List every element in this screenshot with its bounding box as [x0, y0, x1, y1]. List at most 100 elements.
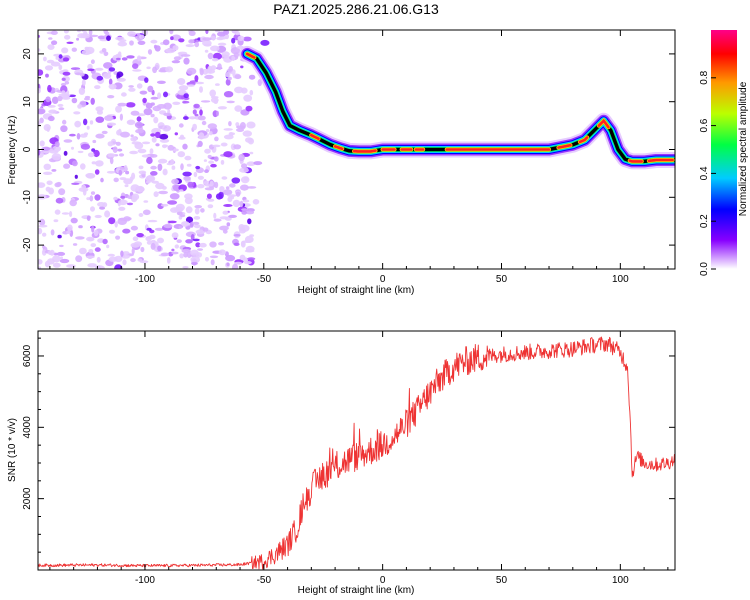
- noise-blob: [62, 57, 70, 62]
- noise-blob: [155, 143, 160, 147]
- noise-blob: [190, 234, 195, 241]
- colorbar-tick-label: 0.6: [699, 118, 710, 132]
- noise-blob: [47, 44, 55, 50]
- noise-blob: [106, 35, 111, 41]
- noise-blob: [38, 149, 41, 156]
- noise-blob: [81, 49, 92, 56]
- noise-blob: [88, 237, 94, 241]
- noise-blob: [76, 133, 81, 140]
- noise-blob: [193, 171, 198, 178]
- noise-blob: [96, 256, 101, 263]
- noise-blob: [39, 140, 45, 147]
- noise-blob: [205, 30, 209, 34]
- noise-blob: [247, 257, 256, 261]
- snr-panel: -100 -50 0 50 100 2000 4000 6000 Height of str…: [7, 330, 676, 596]
- noise-blob: [227, 194, 237, 198]
- noise-blob: [122, 228, 131, 234]
- noise-blob: [242, 199, 250, 203]
- noise-blob: [130, 136, 137, 142]
- noise-blob: [91, 225, 95, 233]
- noise-blob: [119, 113, 123, 121]
- noise-blob: [171, 60, 181, 64]
- noise-blob: [231, 30, 239, 33]
- noise-blob: [231, 37, 236, 44]
- noise-blob: [188, 39, 195, 44]
- noise-blob: [51, 40, 58, 45]
- noise-blob: [157, 237, 164, 244]
- noise-blob: [240, 184, 249, 191]
- noise-blob: [128, 87, 136, 92]
- noise-blob: [62, 71, 71, 76]
- noise-blob: [178, 85, 189, 91]
- noise-blob: [193, 224, 201, 229]
- noise-blob: [136, 55, 142, 62]
- noise-blob: [70, 217, 78, 224]
- noise-blob: [77, 150, 84, 154]
- colorbar-ticks: 0.0 0.2 0.4 0.6 0.8: [699, 70, 716, 276]
- noise-blob: [45, 186, 51, 192]
- noise-blob: [50, 229, 55, 236]
- noise-blob: [115, 105, 122, 113]
- noise-blob: [80, 163, 86, 170]
- noise-blob: [150, 171, 158, 176]
- colorbar-gradient: [711, 30, 737, 269]
- noise-blob: [118, 39, 127, 43]
- noise-blob: [150, 113, 155, 118]
- noise-blob: [203, 159, 207, 162]
- noise-blob: [156, 80, 166, 85]
- noise-blob: [136, 185, 145, 193]
- noise-blob: [88, 30, 93, 36]
- noise-blob: [38, 108, 46, 115]
- noise-blob: [63, 139, 73, 143]
- noise-blob: [39, 117, 44, 124]
- noise-blob: [80, 143, 91, 150]
- noise-blob: [181, 221, 190, 227]
- noise-blob: [225, 186, 230, 190]
- noise-blob: [241, 163, 248, 169]
- noise-blob: [208, 131, 213, 136]
- noise-blob: [52, 145, 61, 152]
- noise-blob: [246, 161, 256, 166]
- noise-blob: [195, 229, 206, 235]
- noise-blob: [60, 82, 67, 87]
- noise-blob: [118, 206, 126, 211]
- noise-blob: [86, 197, 91, 201]
- noise-blob: [183, 93, 189, 99]
- noise-blob: [86, 125, 90, 130]
- noise-blob: [197, 175, 204, 180]
- noise-blob: [201, 120, 207, 126]
- noise-blob: [71, 146, 74, 150]
- noise-blob: [207, 52, 214, 60]
- noise-blob: [152, 66, 158, 74]
- ridge-hot-core: [597, 118, 610, 129]
- noise-blob: [247, 186, 257, 189]
- colorbar-label: Normalized spectral amplitude: [738, 81, 749, 216]
- noise-blob: [163, 223, 173, 229]
- noise-blob: [87, 68, 95, 72]
- noise-blob: [207, 123, 217, 130]
- snr-y-tick-label: 2000: [22, 487, 33, 510]
- noise-blob: [208, 160, 215, 164]
- noise-blob: [245, 245, 255, 253]
- noise-blob: [157, 122, 165, 130]
- noise-blob: [117, 41, 128, 47]
- noise-blob: [63, 163, 71, 169]
- noise-blob: [257, 79, 262, 87]
- noise-blob: [153, 44, 158, 49]
- noise-blob: [119, 167, 125, 170]
- noise-blob: [55, 197, 64, 204]
- noise-blob: [149, 154, 158, 158]
- noise-blob: [83, 118, 88, 126]
- noise-blob: [72, 243, 78, 246]
- ridge-hot-core: [557, 143, 572, 149]
- noise-blob: [244, 176, 249, 181]
- colorbar-tick-label: 0.4: [699, 166, 710, 180]
- noise-blob: [146, 240, 152, 245]
- noise-blob: [96, 110, 103, 115]
- noise-blob: [43, 171, 53, 175]
- noise-blob: [232, 199, 241, 208]
- noise-blob: [127, 120, 135, 124]
- noise-blob: [74, 174, 78, 179]
- noise-blob: [61, 212, 70, 215]
